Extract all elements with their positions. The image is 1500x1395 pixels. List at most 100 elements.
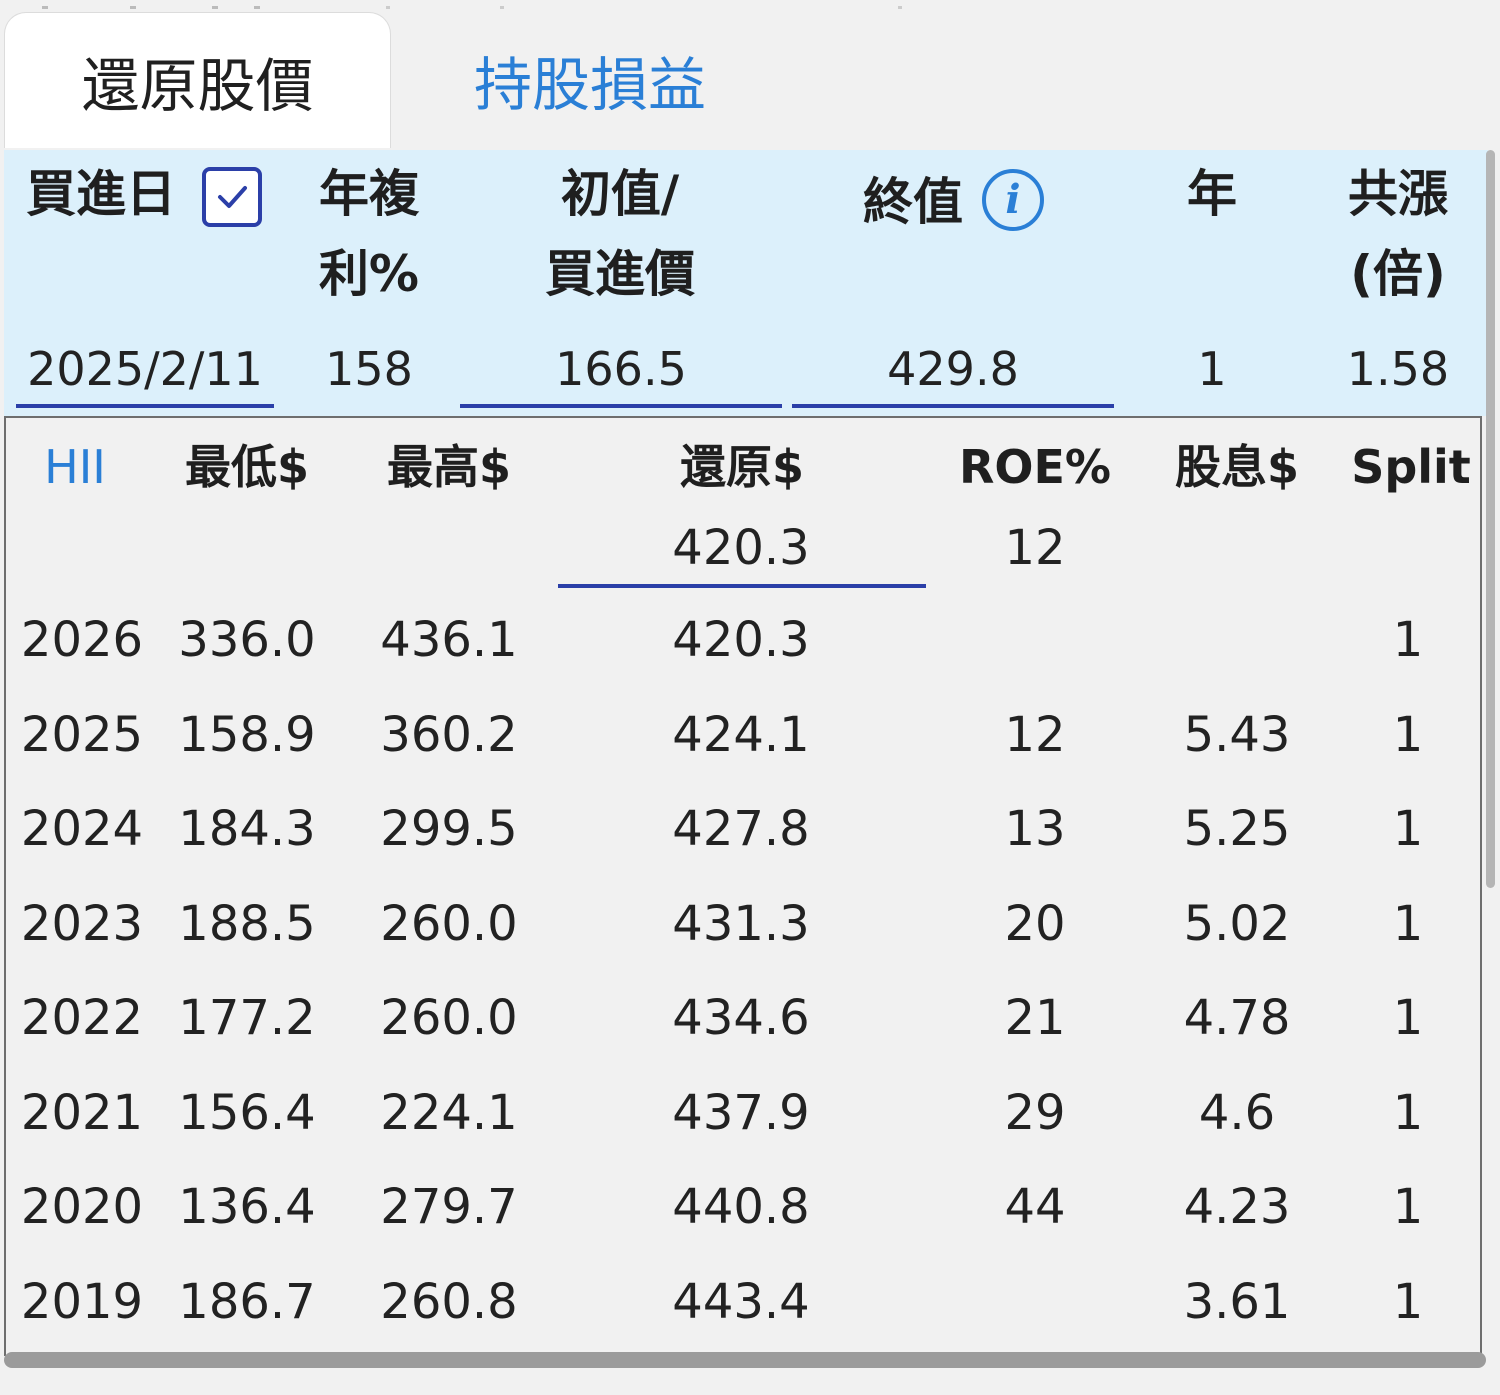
cell-split: 1	[1392, 1085, 1424, 1141]
cell-high: 260.0	[380, 896, 518, 952]
cell-high: 224.1	[380, 1085, 518, 1141]
cell-high: 360.2	[380, 707, 518, 763]
cell-high: 299.5	[380, 801, 518, 857]
column-header-high: 最高$	[386, 440, 511, 494]
info-icon[interactable]: i	[982, 169, 1044, 231]
price-history-table[interactable]: HII 最低$ 最高$ 還原$ ROE% 股息$ Split 420.3 12 …	[4, 416, 1482, 1356]
parameter-panel: 買進日 年複 利% 初值/ 買進價 終值 i 年 共漲 (倍) 2025/2/1…	[4, 150, 1488, 416]
cell-high: 260.8	[380, 1274, 518, 1330]
years-value: 1	[1197, 342, 1227, 396]
cell-high: 279.7	[380, 1179, 518, 1235]
column-header-dividend: 股息$	[1174, 440, 1299, 494]
cagr-value: 158	[325, 342, 413, 396]
cell-high: 436.1	[380, 612, 518, 668]
buy-date-input[interactable]: 2025/2/11	[27, 342, 263, 396]
column-header-split: Split	[1351, 440, 1471, 494]
cell-low: 188.5	[178, 896, 316, 952]
cell-adjusted: 427.8	[672, 801, 810, 857]
cell-dividend: 4.78	[1183, 990, 1291, 1046]
tab-holding-pnl[interactable]: 持股損益	[400, 12, 780, 148]
cell-year: 2020	[20, 1179, 144, 1235]
tab-adjusted-price-label: 還原股價	[81, 51, 314, 120]
cagr-label-line2: 利%	[318, 245, 420, 303]
cell-split: 1	[1392, 1274, 1424, 1330]
cell-year: 2019	[20, 1274, 144, 1330]
top-edge-dots	[42, 6, 902, 9]
buy-date-checkbox[interactable]	[202, 167, 262, 227]
vertical-scrollbar[interactable]	[1486, 150, 1495, 888]
cell-roe: 21	[1004, 990, 1066, 1046]
multiple-label-line2: (倍)	[1350, 245, 1446, 303]
cell-year: 2021	[20, 1085, 144, 1141]
initial-price-input-underline	[460, 404, 782, 408]
cell-split: 1	[1392, 612, 1424, 668]
cagr-header: 年複 利%	[296, 154, 442, 314]
cell-adjusted: 443.4	[672, 1274, 810, 1330]
cell-low: 336.0	[178, 612, 316, 668]
cell-year: 2025	[20, 707, 144, 763]
cell-low: 158.9	[178, 707, 316, 763]
cell-roe: 29	[1004, 1085, 1066, 1141]
cell-dividend: 5.02	[1183, 896, 1291, 952]
cell-roe: 12	[1004, 707, 1066, 763]
cell-dividend: 5.43	[1183, 707, 1291, 763]
cell-adjusted: 431.3	[672, 896, 810, 952]
cell-split: 1	[1392, 990, 1424, 1046]
cell-roe: 44	[1004, 1179, 1066, 1235]
summary-adjusted-underline	[558, 584, 926, 588]
cell-dividend: 4.23	[1183, 1179, 1291, 1235]
initial-price-label-line1: 初值/	[560, 165, 680, 223]
cell-dividend	[1162, 610, 1312, 670]
cell-split: 1	[1392, 896, 1424, 952]
column-header-adjusted: 還原$	[679, 440, 804, 494]
cell-roe	[970, 610, 1100, 670]
summary-roe: 12	[1004, 520, 1066, 576]
horizontal-scrollbar[interactable]	[4, 1352, 1486, 1368]
tab-holding-pnl-label: 持股損益	[473, 51, 706, 119]
cell-low: 136.4	[178, 1179, 316, 1235]
cell-low: 177.2	[178, 990, 316, 1046]
buy-date-label: 買進日	[26, 165, 176, 223]
tab-adjusted-price[interactable]: 還原股價	[4, 12, 391, 148]
multiple-label-line1: 共漲	[1348, 165, 1448, 223]
cell-dividend: 3.61	[1183, 1274, 1291, 1330]
years-label: 年	[1187, 165, 1237, 223]
final-value-label: 終值	[863, 173, 963, 231]
multiple-value: 1.58	[1346, 342, 1450, 396]
cell-adjusted: 434.6	[672, 990, 810, 1046]
cell-low: 156.4	[178, 1085, 316, 1141]
column-header-low: 最低$	[184, 440, 309, 494]
initial-price-label-line2: 買進價	[545, 245, 695, 303]
final-value-header: 終值	[850, 162, 976, 242]
summary-adjusted-input[interactable]: 420.3	[672, 520, 810, 576]
column-header-roe: ROE%	[958, 440, 1112, 494]
cell-year: 2022	[20, 990, 144, 1046]
cell-adjusted: 440.8	[672, 1179, 810, 1235]
cell-split: 1	[1392, 801, 1424, 857]
cell-low: 184.3	[178, 801, 316, 857]
cell-split: 1	[1392, 707, 1424, 763]
cell-dividend: 4.6	[1198, 1085, 1276, 1141]
cell-roe	[970, 1272, 1100, 1332]
cell-year: 2026	[20, 612, 144, 668]
cell-low: 186.7	[178, 1274, 316, 1330]
final-value-input[interactable]: 429.8	[887, 342, 1019, 396]
check-icon	[218, 186, 247, 208]
cell-adjusted: 420.3	[672, 612, 810, 668]
initial-price-input[interactable]: 166.5	[555, 342, 687, 396]
cell-high: 260.0	[380, 990, 518, 1046]
cell-adjusted: 424.1	[672, 707, 810, 763]
buy-date-input-underline	[16, 404, 274, 408]
years-header: 年	[1170, 154, 1254, 234]
cell-dividend: 5.25	[1183, 801, 1291, 857]
cell-adjusted: 437.9	[672, 1085, 810, 1141]
ticker-symbol[interactable]: HII	[44, 440, 106, 494]
cell-split: 1	[1392, 1179, 1424, 1235]
initial-price-header: 初值/ 買進價	[520, 154, 720, 314]
buy-date-header: 買進日	[26, 154, 196, 234]
cagr-label-line1: 年複	[319, 165, 419, 223]
cell-roe: 20	[1004, 896, 1066, 952]
cell-year: 2023	[20, 896, 144, 952]
cell-roe: 13	[1004, 801, 1066, 857]
cell-year: 2024	[20, 801, 144, 857]
